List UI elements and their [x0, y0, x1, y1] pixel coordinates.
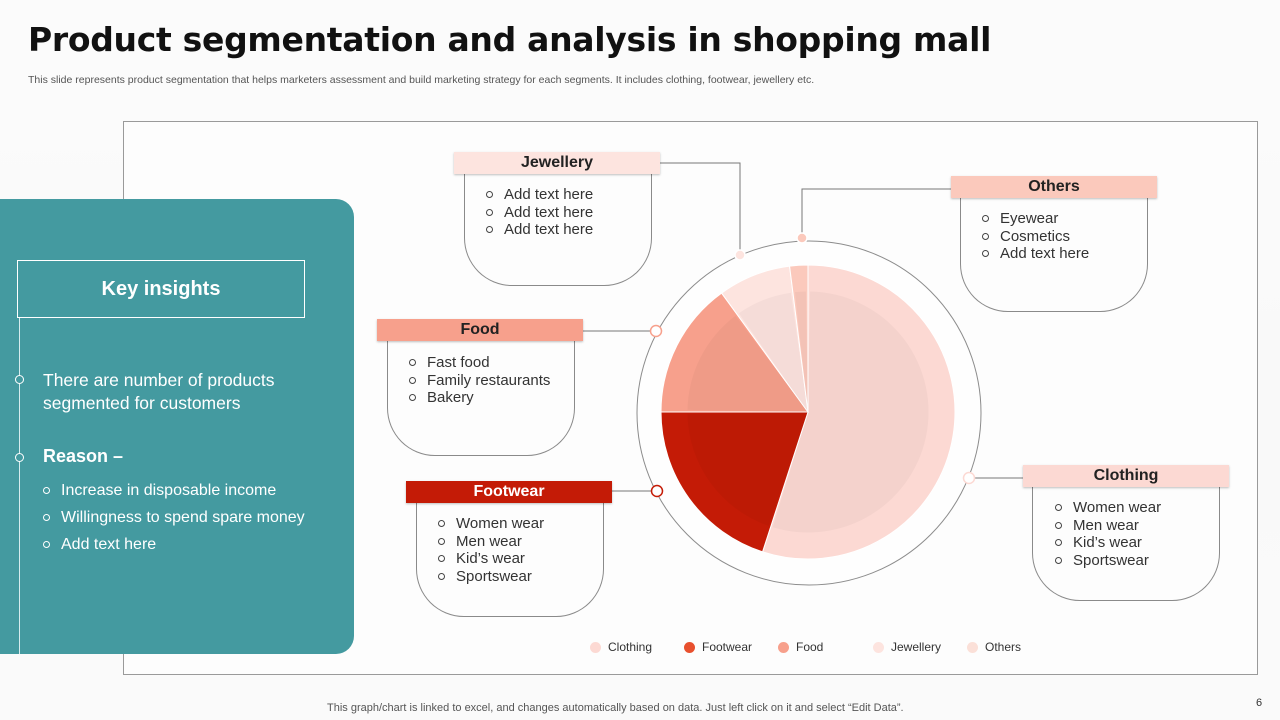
segment-list-jewellery: Add text here Add text here Add text her…: [486, 186, 593, 239]
connector-dot-clothing: [962, 471, 976, 485]
insight-statement: There are number of products segmented f…: [43, 370, 275, 413]
circle-bullet-icon: [438, 537, 445, 545]
pie-slice-clothing[interactable]: [761, 264, 956, 560]
legend-swatch: [873, 641, 884, 653]
circle-bullet-icon: [982, 250, 989, 258]
circle-bullet-icon: [486, 208, 493, 216]
list-item: Add text here: [43, 531, 305, 558]
pie-slice-footwear[interactable]: [660, 411, 809, 553]
list-item: Family restaurants: [409, 372, 550, 390]
key-insights-heading: Key insights: [17, 260, 305, 318]
segment-list-footwear: Women wear Men wear Kid’s wear Sportswea…: [438, 515, 544, 585]
legend-swatch: [967, 641, 978, 653]
legend-swatch: [590, 641, 601, 653]
key-insights-panel: Key insights There are number of product…: [0, 199, 354, 654]
circle-bullet-icon: [1055, 521, 1062, 529]
segment-heading-jewellery: Jewellery: [454, 152, 660, 174]
segment-card-footwear: [416, 500, 604, 617]
legend-item-clothing[interactable]: Clothing: [590, 640, 652, 654]
list-item: Willingness to spend spare money: [43, 504, 305, 531]
legend-swatch: [778, 641, 789, 653]
connector-dot-food: [649, 324, 663, 338]
page-title: Product segmentation and analysis in sho…: [28, 20, 992, 59]
circle-bullet-icon: [1055, 557, 1062, 565]
pie-slice-others[interactable]: [789, 264, 809, 413]
connector-lines: [583, 162, 1024, 492]
connector-dot-jewellery: [734, 249, 746, 261]
circle-bullet-icon: [486, 226, 493, 234]
list-item: Sportswear: [1055, 552, 1161, 570]
circle-bullet-icon: [409, 359, 416, 367]
list-item: Add text here: [486, 221, 593, 239]
list-item: Cosmetics: [982, 228, 1089, 246]
footer-note: This graph/chart is linked to excel, and…: [327, 702, 904, 714]
list-item: Women wear: [438, 515, 544, 533]
segment-card-jewellery: [464, 172, 652, 286]
circle-bullet-icon: [1055, 539, 1062, 547]
legend-item-jewellery[interactable]: Jewellery: [873, 640, 941, 654]
page-number: 6: [1256, 697, 1263, 709]
list-item: Men wear: [438, 533, 544, 551]
segment-list-others: Eyewear Cosmetics Add text here: [982, 210, 1089, 263]
list-item: Add text here: [486, 186, 593, 204]
circle-bullet-icon: [486, 191, 493, 199]
list-item: Increase in disposable income: [43, 477, 305, 504]
circle-bullet-icon: [982, 232, 989, 240]
list-item: Add text here: [486, 204, 593, 222]
reason-label: Reason –: [43, 446, 124, 466]
legend-item-others[interactable]: Others: [967, 640, 1021, 654]
list-item: Women wear: [1055, 499, 1161, 517]
segment-card-clothing: [1032, 485, 1220, 601]
segment-card-food: [387, 340, 575, 456]
legend-swatch: [684, 641, 695, 653]
list-item: Men wear: [1055, 517, 1161, 535]
circle-bullet-icon: [438, 520, 445, 528]
list-item: Fast food: [409, 354, 550, 372]
list-item: Kid’s wear: [438, 550, 544, 568]
circle-bullet-icon: [409, 394, 416, 402]
circle-bullet-icon: [438, 573, 445, 581]
segment-heading-clothing: Clothing: [1023, 465, 1229, 487]
page-subtitle: This slide represents product segmentati…: [28, 74, 815, 86]
segment-heading-others: Others: [951, 176, 1157, 198]
segment-list-food: Fast food Family restaurants Bakery: [409, 354, 550, 407]
list-item: Bakery: [409, 389, 550, 407]
circle-bullet-icon: [43, 514, 50, 521]
circle-bullet-icon: [438, 555, 445, 563]
pie-slices: [660, 264, 956, 560]
circle-bullet-icon: [43, 487, 50, 494]
timeline-dot-icon: [15, 453, 24, 462]
connector-jewellery: [660, 162, 741, 255]
list-item: Kid’s wear: [1055, 534, 1161, 552]
segment-card-others: [960, 197, 1148, 312]
circle-bullet-icon: [982, 215, 989, 223]
segment-heading-food: Food: [377, 319, 583, 341]
list-item: Sportswear: [438, 568, 544, 586]
circle-bullet-icon: [1055, 504, 1062, 512]
list-item: Add text here: [982, 245, 1089, 263]
connector-dot-footwear: [650, 484, 664, 498]
connector-dot-others: [796, 232, 808, 244]
pie-slice-food[interactable]: [660, 292, 809, 413]
insights-timeline-line: [19, 318, 20, 654]
legend-item-footwear[interactable]: Footwear: [684, 640, 752, 654]
circle-bullet-icon: [43, 541, 50, 548]
connector-others: [801, 188, 952, 238]
segment-list-clothing: Women wear Men wear Kid’s wear Sportswea…: [1055, 499, 1161, 569]
list-item: Eyewear: [982, 210, 1089, 228]
legend-item-food[interactable]: Food: [778, 640, 823, 654]
timeline-dot-icon: [15, 375, 24, 384]
circle-bullet-icon: [409, 376, 416, 384]
segment-heading-footwear: Footwear: [406, 481, 612, 503]
reason-list: Increase in disposable income Willingnes…: [43, 477, 305, 558]
